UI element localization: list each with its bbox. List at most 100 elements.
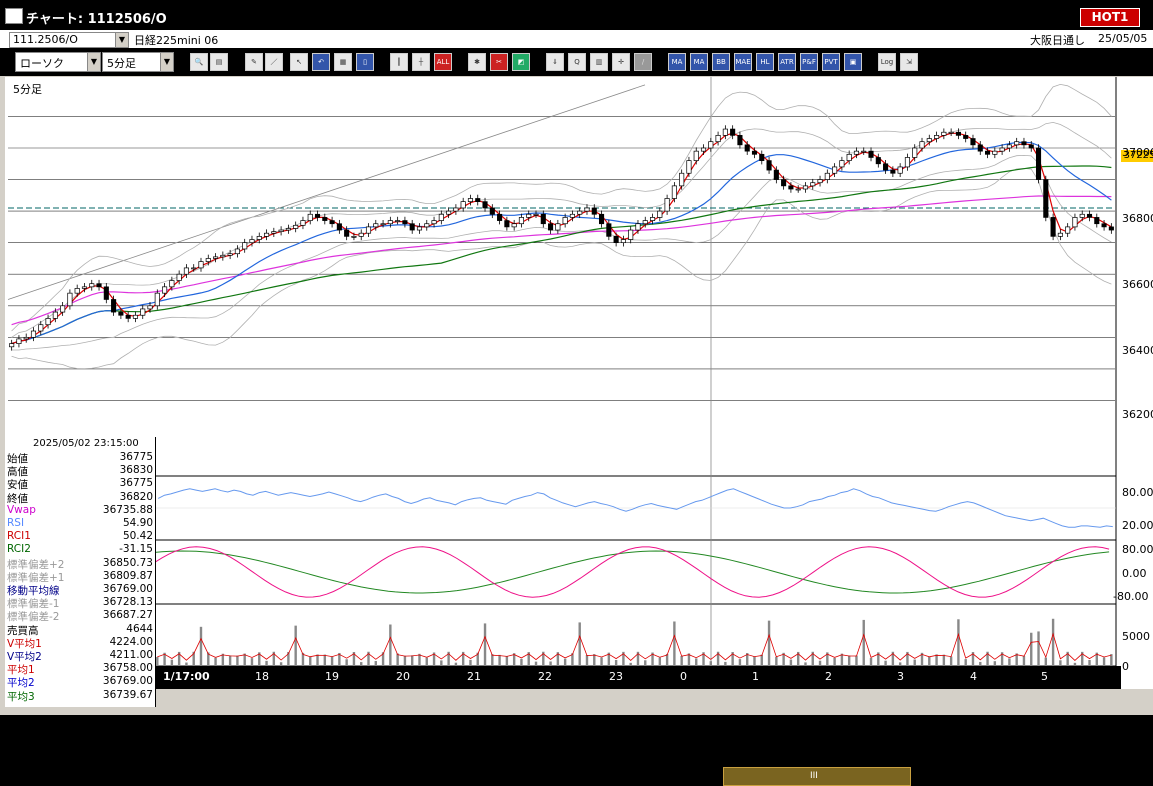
candle-body [599,213,605,225]
candle-body [285,228,291,231]
volume-bar [847,655,851,666]
time-tick: 4 [970,670,977,683]
tb-bb-button[interactable]: BB [712,53,730,71]
bar-chart-icon[interactable]: ▥ [590,53,608,71]
data-row-value: 36775 [119,477,153,490]
candle-body [948,131,954,134]
data-row-label: 平均1 [7,664,35,677]
candle-body [132,314,139,319]
volume-bar [469,659,472,666]
crosshair-icon[interactable]: ✛ [612,53,630,71]
candle-body [584,207,590,212]
chevron-down-icon[interactable]: ▼ [87,53,100,71]
volume-bar [753,656,756,666]
candle-body [1079,213,1085,218]
tb-mae-button[interactable]: MAE [734,53,752,71]
chart-type-select[interactable]: ローソク ▼ [15,52,101,72]
chevron-down-icon[interactable]: ▼ [115,33,128,47]
candle-body [271,231,277,234]
candle-body [344,229,350,237]
candle-body [9,343,15,348]
tb-pvt-button[interactable]: PVT [822,53,840,71]
volume-bar [192,651,195,666]
bar-icon[interactable]: ┼ [412,53,430,71]
candle-body [140,308,146,316]
trash-icon[interactable]: ▯ [356,53,374,71]
volume-bar [418,653,421,666]
volume-bar [243,653,246,666]
candle-body [1021,141,1027,146]
data-row-label: 安値 [7,479,28,492]
candle-body [533,213,539,216]
pen-icon[interactable]: ／ [265,53,283,71]
settings-icon[interactable]: ✱ [468,53,486,71]
chart-canvas[interactable] [5,77,1153,689]
volume-bar [360,662,363,666]
candle-body [875,157,881,165]
tb-atr-button[interactable]: ATR [778,53,796,71]
symbol-select[interactable]: 111.2506/O ▼ [9,32,129,48]
data-row-label: RSI [7,517,25,529]
candle-body [700,147,707,152]
chart-area[interactable]: 5分足 37225 37000 36800 36600 36400 36200 … [5,77,1153,786]
info-bar: 111.2506/O ▼ 日経225mini 06 大阪日通し 25/05/05 [0,30,1153,49]
candle-icon[interactable]: ┃ [390,53,408,71]
candle-body [664,198,670,212]
volume-bar [760,654,763,666]
data-row: 売買高 4644 [5,623,155,637]
panel-icon[interactable]: ▤ [210,53,228,71]
volume-bar [199,626,203,666]
candle-body [657,210,663,218]
tb-pf-button[interactable]: P&F [800,53,818,71]
candle-body [722,128,728,136]
candle-body [460,201,466,209]
scroll-thumb[interactable]: III [723,767,911,786]
hot-badge[interactable]: HOT1 [1080,8,1140,27]
candle-body [482,201,488,209]
candle-body [67,292,73,307]
tb-ma-button[interactable]: MA [668,53,686,71]
all-icon[interactable]: ALL [434,53,452,71]
volume-bar [367,651,370,666]
search-chart-icon[interactable]: Q [568,53,586,71]
candle-body [183,267,189,275]
volume-bar [651,652,654,666]
volume-bar [323,654,327,666]
candle-body [438,213,444,221]
data-row-label: Vwap [7,503,36,516]
candle-body [336,223,342,231]
cursor-icon[interactable]: ↖ [290,53,308,71]
candle-body [562,217,568,225]
data-row: V平均1 4224.00 [5,636,155,650]
window-icon[interactable]: ▣ [844,53,862,71]
volume-bar [833,657,836,666]
candle-body [518,217,524,225]
undo-icon[interactable]: ↶ [312,53,330,71]
volume-bar [483,623,487,666]
volume-bar [1088,659,1091,666]
volume-bar [403,655,407,666]
plot-background [5,77,1116,666]
down-arrow-icon[interactable]: ⇓ [546,53,564,71]
volume-bar [709,661,712,666]
zoom-icon[interactable]: 🔍 [190,53,208,71]
volume-bar [214,657,217,666]
volume-bar [665,653,669,666]
tools-icon[interactable]: ✂ [490,53,508,71]
time-scrollbar[interactable]: III [155,766,1121,786]
tb-hl-button[interactable]: HL [756,53,774,71]
candle-body [314,213,321,218]
export-icon[interactable]: ⇲ [900,53,918,71]
candle-body [897,166,903,174]
document-icon[interactable]: ▦ [334,53,352,71]
log-button[interactable]: Log [878,53,896,71]
color-icon[interactable]: ◩ [512,53,530,71]
data-row-value: 36687.27 [102,609,153,622]
chevron-down-icon[interactable]: ▼ [160,53,173,71]
volume-bar [702,652,705,666]
interval-select[interactable]: 5分足 ▼ [102,52,174,72]
tb-ma2-button[interactable]: MA [690,53,708,71]
rsi-line [157,488,1113,528]
draw-line-icon[interactable]: ✎ [245,53,263,71]
